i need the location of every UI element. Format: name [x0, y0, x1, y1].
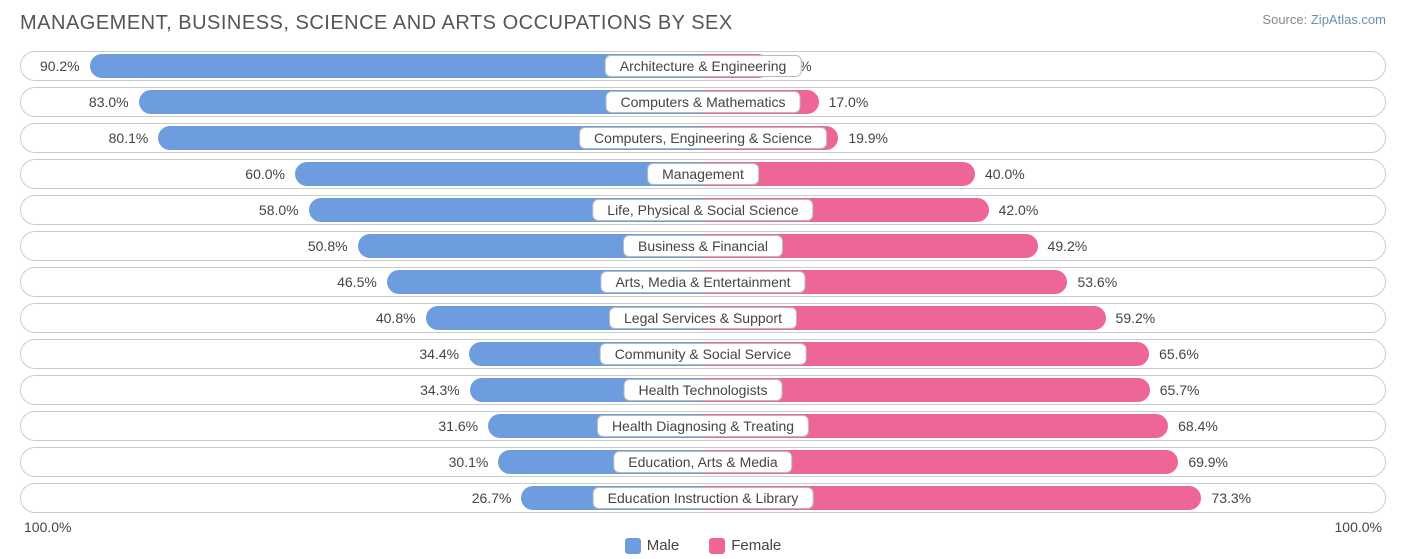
chart-row: 34.3% 65.7% Health Technologists: [20, 375, 1386, 405]
male-pct: 80.1%: [105, 130, 153, 146]
diverging-bar-chart: 90.2%9.8%Architecture & Engineering 83.0%…: [20, 51, 1386, 513]
male-pct: 31.6%: [434, 418, 482, 434]
legend-male: Male: [625, 537, 680, 554]
category-label: Management: [647, 163, 759, 185]
chart-row: 83.0% 17.0% Computers & Mathematics: [20, 87, 1386, 117]
category-label: Community & Social Service: [600, 343, 807, 365]
swatch-female: [709, 538, 725, 554]
category-label: Life, Physical & Social Science: [592, 199, 813, 221]
category-label: Business & Financial: [623, 235, 783, 257]
male-pct: 26.7%: [468, 490, 516, 506]
male-pct: 34.3%: [416, 382, 464, 398]
bar-male: [295, 162, 703, 186]
male-pct: 90.2%: [36, 58, 84, 74]
category-label: Health Technologists: [624, 379, 783, 401]
x-axis: 100.0% 100.0%: [20, 519, 1386, 535]
category-label: Education Instruction & Library: [593, 487, 814, 509]
category-label: Legal Services & Support: [609, 307, 797, 329]
category-label: Arts, Media & Entertainment: [600, 271, 805, 293]
chart-row: 31.6% 68.4% Health Diagnosing & Treating: [20, 411, 1386, 441]
legend-male-label: Male: [647, 537, 680, 554]
male-pct: 60.0%: [241, 166, 289, 182]
chart-row: 34.4% 65.6% Community & Social Service: [20, 339, 1386, 369]
category-label: Computers & Mathematics: [606, 91, 801, 113]
chart-row: 60.0% 40.0% Management: [20, 159, 1386, 189]
female-pct: 17.0%: [825, 94, 873, 110]
male-pct: 83.0%: [85, 94, 133, 110]
female-pct: 19.9%: [844, 130, 892, 146]
male-pct: 30.1%: [445, 454, 493, 470]
chart-row: 80.1% 19.9% Computers, Engineering & Scien…: [20, 123, 1386, 153]
legend-female-label: Female: [731, 537, 781, 554]
category-label: Computers, Engineering & Science: [579, 127, 827, 149]
female-pct: 65.7%: [1156, 382, 1204, 398]
male-pct: 58.0%: [255, 202, 303, 218]
female-pct: 40.0%: [981, 166, 1029, 182]
male-pct: 34.4%: [415, 346, 463, 362]
female-pct: 73.3%: [1207, 490, 1255, 506]
chart-header: MANAGEMENT, BUSINESS, SCIENCE AND ARTS O…: [20, 12, 1386, 35]
source-label: Source:: [1262, 12, 1307, 27]
legend-female: Female: [709, 537, 781, 554]
chart-row: 90.2%9.8%Architecture & Engineering: [20, 51, 1386, 81]
chart-row: 46.5% 53.6% Arts, Media & Entertainment: [20, 267, 1386, 297]
female-pct: 49.2%: [1044, 238, 1092, 254]
chart-row: 30.1% 69.9% Education, Arts & Media: [20, 447, 1386, 477]
female-pct: 69.9%: [1184, 454, 1232, 470]
category-label: Architecture & Engineering: [605, 55, 802, 77]
female-pct: 59.2%: [1112, 310, 1160, 326]
chart-row: 58.0% 42.0% Life, Physical & Social Scienc…: [20, 195, 1386, 225]
source-value: ZipAtlas.com: [1311, 12, 1386, 27]
legend: Male Female: [20, 537, 1386, 554]
female-pct: 53.6%: [1073, 274, 1121, 290]
category-label: Education, Arts & Media: [613, 451, 792, 473]
female-pct: 65.6%: [1155, 346, 1203, 362]
swatch-male: [625, 538, 641, 554]
axis-left: 100.0%: [24, 519, 71, 535]
female-pct: 42.0%: [995, 202, 1043, 218]
female-pct: 68.4%: [1174, 418, 1222, 434]
chart-row: 26.7% 73.3% Education Instruction & Librar…: [20, 483, 1386, 513]
male-pct: 46.5%: [333, 274, 381, 290]
chart-row: 50.8% 49.2% Business & Financial: [20, 231, 1386, 261]
male-pct: 50.8%: [304, 238, 352, 254]
axis-right: 100.0%: [1335, 519, 1382, 535]
chart-title: MANAGEMENT, BUSINESS, SCIENCE AND ARTS O…: [20, 12, 733, 35]
chart-source: Source: ZipAtlas.com: [1262, 12, 1386, 29]
chart-row: 40.8% 59.2% Legal Services & Support: [20, 303, 1386, 333]
category-label: Health Diagnosing & Treating: [597, 415, 809, 437]
male-pct: 40.8%: [372, 310, 420, 326]
